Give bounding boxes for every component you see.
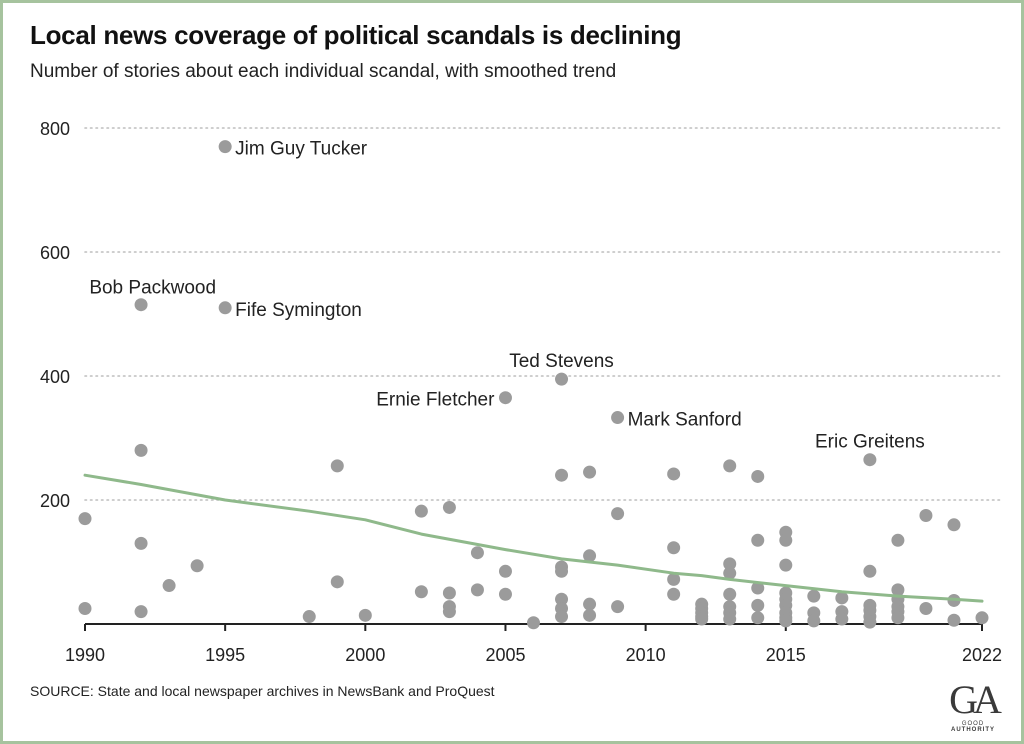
point-annotation: Mark Sanford: [628, 410, 742, 431]
point-annotation: Eric Greitens: [815, 432, 925, 453]
y-tick-label: 400: [40, 367, 70, 387]
data-point: [555, 372, 569, 386]
data-point: [134, 443, 148, 457]
data-point: [667, 587, 681, 601]
trend-line: [83, 473, 984, 603]
data-point: [835, 612, 849, 626]
source-note: SOURCE: State and local newspaper archiv…: [30, 683, 495, 699]
y-tick-label: 800: [40, 119, 70, 139]
data-point: [442, 586, 456, 600]
data-point: [667, 541, 681, 555]
point-annotation: Fife Symington: [235, 300, 362, 321]
data-point: [947, 613, 961, 627]
data-point: [751, 581, 765, 595]
data-point: [583, 465, 597, 479]
data-point: [218, 301, 232, 315]
data-point: [751, 533, 765, 547]
point-annotation: Ernie Fletcher: [376, 390, 495, 411]
y-tick-label: 600: [40, 243, 70, 263]
data-point: [779, 558, 793, 572]
logo-text-light: GOOD: [961, 721, 985, 727]
data-point: [891, 533, 905, 547]
data-point: [611, 600, 625, 614]
data-point: [442, 605, 456, 619]
data-point: [779, 533, 793, 547]
point-annotation: Jim Guy Tucker: [235, 139, 368, 160]
data-point: [470, 546, 484, 560]
data-point: [667, 467, 681, 481]
data-point: [667, 572, 681, 586]
data-point: [134, 536, 148, 550]
x-tick-label: 1990: [65, 645, 105, 665]
data-point: [302, 610, 316, 624]
x-tick-label: 2010: [626, 645, 666, 665]
data-point: [751, 469, 765, 483]
data-point: [723, 612, 737, 626]
x-tick-label: 2000: [345, 645, 385, 665]
data-point: [555, 610, 569, 624]
data-point: [919, 602, 933, 615]
data-point: [863, 453, 877, 467]
data-point: [218, 140, 232, 154]
data-point: [498, 564, 512, 578]
data-point: [611, 507, 625, 521]
data-point: [134, 298, 148, 312]
data-point: [162, 579, 176, 593]
data-point: [723, 587, 737, 601]
x-tick-label: 2005: [485, 645, 525, 665]
data-point: [723, 459, 737, 473]
data-point: [555, 592, 569, 606]
data-point: [414, 585, 428, 599]
data-point: [498, 391, 512, 405]
data-point: [442, 500, 456, 514]
point-annotation: Ted Stevens: [509, 351, 614, 372]
data-point: [555, 564, 569, 578]
data-point: [891, 583, 905, 597]
data-point: [723, 557, 737, 571]
data-point: [863, 615, 877, 629]
chart-title: Local news coverage of political scandal…: [30, 20, 682, 50]
data-point: [358, 608, 372, 622]
data-point: [414, 504, 428, 518]
data-point: [555, 468, 569, 482]
data-point: [975, 611, 989, 625]
data-point: [751, 598, 765, 612]
data-point: [751, 611, 765, 625]
x-tick-label: 1995: [205, 645, 245, 665]
data-point: [470, 583, 484, 597]
point-annotation: Bob Packwood: [89, 278, 216, 299]
good-authority-logo: GA GOOD AUTHORITY: [940, 677, 1006, 734]
data-point: [779, 614, 793, 628]
y-tick-label: 200: [40, 491, 70, 511]
data-point: [583, 597, 597, 611]
data-point: [891, 611, 905, 625]
logo-text-bold: AUTHORITY: [951, 727, 995, 733]
data-point: [807, 589, 821, 603]
data-point: [134, 605, 148, 619]
data-point: [583, 608, 597, 622]
data-point: [807, 614, 821, 628]
data-point: [498, 587, 512, 601]
x-tick-label: 2022: [962, 645, 1002, 665]
data-point: [723, 566, 737, 580]
data-point: [583, 549, 597, 563]
data-point: [330, 575, 344, 589]
x-tick-label: 2015: [766, 645, 806, 665]
data-point: [527, 616, 540, 630]
chart-subtitle: Number of stories about each individual …: [30, 61, 617, 82]
data-point: [611, 411, 625, 425]
data-point: [947, 518, 961, 532]
data-point: [835, 591, 849, 605]
data-point: [863, 564, 877, 578]
logo-mark: GA: [949, 677, 1002, 722]
logo-text: GOOD AUTHORITY: [940, 721, 1006, 733]
data-point: [190, 559, 204, 573]
data-point: [695, 612, 709, 626]
data-point: [78, 602, 92, 615]
data-point: [919, 509, 933, 522]
data-point: [78, 512, 92, 526]
data-point: [330, 459, 344, 473]
